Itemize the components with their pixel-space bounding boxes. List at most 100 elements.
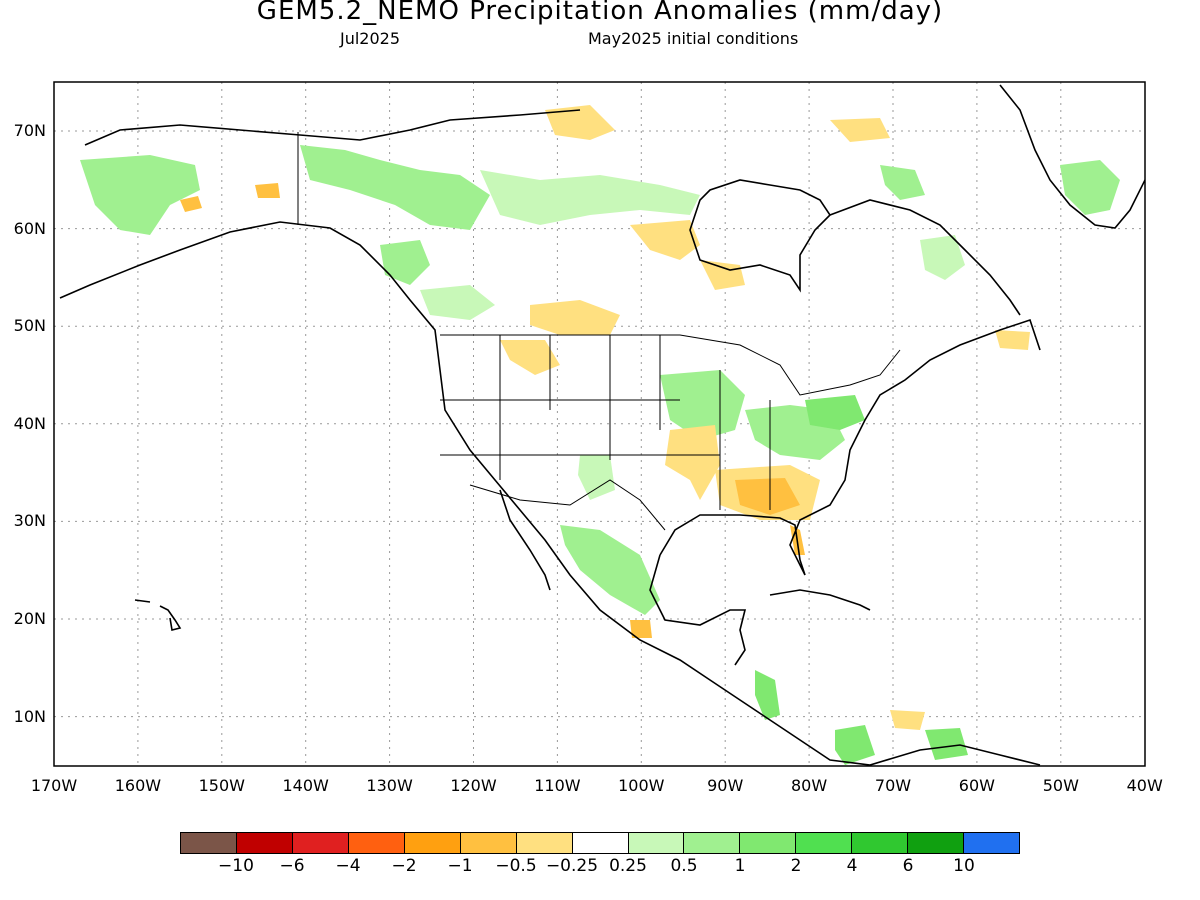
longitude-label: 50W [1042, 776, 1079, 795]
colorbar-swatch [964, 833, 1020, 853]
colorbar-swatch [236, 833, 293, 853]
hudson-bay-coastline [689, 179, 832, 293]
colorbar-swatch [908, 833, 965, 853]
wet-anomaly-yukon [300, 145, 490, 230]
wet-anomaly-alberta [420, 285, 495, 320]
dry-anomaly-montana [500, 340, 560, 375]
colorbar-label: 0.25 [609, 856, 647, 876]
us-mexico-border [469, 479, 666, 531]
map-frame [53, 81, 1146, 767]
gulf-coastline [659, 318, 1041, 576]
dry-anomaly-southeast-core [735, 478, 800, 515]
colorbar-swatch [460, 833, 517, 853]
alaska-north-coastline [84, 109, 581, 146]
colorbar-swatch [572, 833, 629, 853]
wet-anomaly-venezuela [925, 728, 968, 760]
longitude-label: 170W [30, 776, 78, 795]
state-lines [440, 335, 771, 510]
longitude-label: 40W [1126, 776, 1163, 795]
wet-anomaly-midwest [660, 370, 745, 440]
labrador-coastline [829, 199, 1021, 316]
latitude-label: 50N [13, 316, 46, 336]
colorbar-label: −10 [218, 856, 254, 876]
wet-anomaly-colombia [835, 725, 875, 765]
colorbar-label: −2 [391, 856, 417, 876]
dry-anomaly-alaska-spot [180, 196, 202, 212]
latitude-label: 40N [13, 413, 46, 433]
colorbar-label: 1 [734, 856, 746, 876]
map-title: GEM5.2_NEMO Precipitation Anomalies (mm/… [256, 0, 944, 26]
latitude-label: 30N [13, 511, 46, 531]
cuba-coastline [769, 589, 871, 611]
wet-anomaly-bc [380, 240, 430, 285]
colorbar-label: −0.25 [545, 856, 599, 876]
longitude-label: 130W [366, 776, 413, 795]
wet-anomaly-quebec [920, 235, 965, 280]
colorbar-label: 10 [953, 856, 975, 876]
longitude-label: 70W [874, 776, 912, 795]
colorbar [180, 832, 1020, 854]
us-canada-border [297, 132, 901, 396]
latitude-label: 70N [13, 121, 46, 140]
wet-anomaly-greenland [1060, 160, 1120, 215]
dry-anomaly-arctic [545, 105, 615, 140]
wet-anomaly-central-america [755, 670, 780, 720]
longitude-label: 110W [534, 776, 581, 795]
dry-anomaly-newfoundland [995, 330, 1030, 350]
coastlines [59, 84, 1145, 766]
wet-anomaly-southwest [578, 455, 615, 500]
colorbar-swatch [516, 833, 573, 853]
longitude-label: 160W [114, 776, 162, 795]
political-borders [297, 132, 901, 531]
greenland-coastline [999, 84, 1145, 229]
colorbar-swatch [181, 833, 237, 853]
valid-month-label: Jul2025 [340, 29, 401, 48]
yucatan-coastline [649, 554, 747, 666]
anomaly-shading [59, 84, 1145, 766]
dry-anomaly-baffin [830, 118, 890, 142]
longitude-label: 60W [958, 776, 995, 795]
colorbar-label: −0.5 [495, 856, 537, 876]
colorbar-label: 0.5 [670, 856, 698, 876]
colorbar-swatch [740, 833, 797, 853]
colorbar-label: −4 [335, 856, 361, 876]
hawaii-islands [134, 599, 182, 631]
dry-anomaly-hudson-west [630, 220, 700, 260]
longitude-label: 80W [791, 776, 828, 795]
longitude-label: 150W [198, 776, 245, 795]
colorbar-label: −1 [447, 856, 473, 876]
wet-anomaly-mexico [560, 525, 660, 615]
colorbar-swatch [348, 833, 405, 853]
wet-anomaly-alaska [80, 155, 200, 235]
dry-anomaly-prairies [530, 300, 620, 335]
dry-anomaly-mexico-spot [630, 620, 652, 638]
dry-anomaly-ontario [700, 260, 745, 290]
colorbar-swatch [852, 833, 909, 853]
wet-anomaly-northeast [805, 395, 865, 430]
dry-anomaly-yukon-spot [255, 183, 280, 198]
latitude-label: 60N [13, 218, 46, 238]
colorbar-label: 6 [902, 856, 914, 876]
latitude-label: 20N [13, 609, 46, 628]
longitude-label: 100W [618, 776, 665, 795]
colorbar-label: 2 [790, 856, 802, 876]
dry-anomaly-venezuela [890, 710, 925, 730]
colorbar-swatch [796, 833, 853, 853]
wet-anomaly-arctic-east [880, 165, 925, 200]
north-america-coastline [59, 221, 1041, 766]
longitude-label: 90W [707, 776, 744, 795]
colorbar-swatch [628, 833, 685, 853]
longitude-label: 120W [450, 776, 497, 795]
init-conditions-label: May2025 initial conditions [588, 29, 799, 48]
dry-anomaly-missouri [665, 425, 720, 500]
colorbar-swatch [404, 833, 461, 853]
colorbar-label: −6 [279, 856, 305, 876]
longitude-label: 140W [282, 776, 329, 795]
latitude-label: 10N [13, 706, 46, 726]
colorbar-swatch [292, 833, 349, 853]
colorbar-label: 4 [846, 856, 858, 876]
colorbar-swatch [684, 833, 741, 853]
wet-anomaly-nwt [480, 170, 700, 225]
baja-coastline [499, 489, 551, 591]
